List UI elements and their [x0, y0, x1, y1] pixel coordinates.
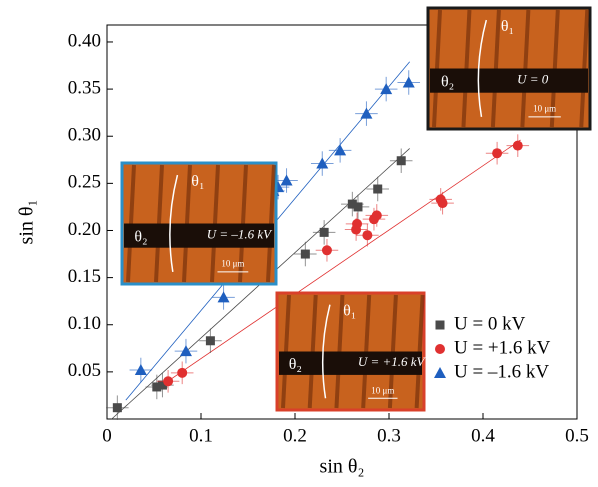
marker [163, 376, 174, 387]
legend-label: U = –1.6 kV [454, 361, 549, 382]
fit-line [153, 139, 521, 392]
inset: θ₁ θ₂ U = +1.6 kV 10 μm [275, 291, 427, 412]
legend-label: U = 0 kV [454, 313, 526, 334]
marker [177, 367, 188, 378]
y-tick-label: 0.35 [68, 77, 101, 98]
y-tick-label: 0.10 [68, 313, 101, 334]
marker [402, 76, 415, 88]
marker [371, 210, 382, 221]
theta1: θ₁ [191, 173, 204, 190]
marker [360, 107, 373, 119]
marker [321, 245, 332, 256]
marker [435, 320, 445, 330]
marker [217, 291, 230, 303]
marker [396, 156, 406, 166]
y-tick-label: 0.15 [68, 266, 101, 287]
marker [112, 403, 122, 413]
marker [437, 198, 448, 209]
marker [152, 382, 162, 392]
y-tick-label: 0.40 [68, 30, 101, 51]
marker [380, 83, 393, 95]
plot-frame [106, 24, 578, 420]
x-tick-label: 0.5 [565, 425, 589, 446]
x-tick-label: 0 [102, 425, 112, 446]
marker [362, 230, 373, 241]
x-tick-label: 0.1 [189, 425, 213, 446]
y-tick-label: 0.05 [68, 360, 101, 381]
voltage: U = –1.6 kV [207, 227, 273, 242]
x-tick-label: 0.3 [377, 425, 401, 446]
theta2: θ₂ [289, 356, 302, 373]
marker [435, 344, 445, 354]
dark-band [430, 68, 588, 93]
marker [157, 380, 167, 390]
marker [179, 345, 192, 357]
dark-band [279, 351, 422, 375]
inset: θ₁ θ₂ U = –1.6 kV 10 μm [120, 161, 278, 286]
theta2: θ₂ [134, 229, 147, 246]
legend-label: U = +1.6 kV [454, 337, 551, 358]
marker [319, 227, 329, 237]
marker [492, 148, 503, 159]
marker [347, 199, 357, 209]
boundary [321, 304, 331, 399]
scale-label: 10 μm [221, 259, 244, 269]
marker [205, 336, 215, 346]
x-tick-label: 0.4 [471, 425, 495, 446]
marker [316, 157, 329, 169]
marker [134, 363, 147, 375]
marker [434, 367, 446, 378]
voltage: U = +1.6 kV [358, 354, 427, 369]
voltage: U = 0 [517, 72, 549, 87]
theta1: θ₁ [501, 18, 514, 35]
y-tick-label: 0.25 [68, 172, 101, 193]
scale-label: 10 μm [533, 104, 556, 114]
boundary [169, 174, 179, 273]
theta2: θ₂ [441, 74, 454, 91]
boundary [477, 19, 488, 118]
y-tick-label: 0.30 [68, 125, 101, 146]
marker [373, 184, 383, 194]
marker [334, 144, 347, 156]
marker [280, 174, 293, 186]
inset: θ₁ θ₂ U = 0 10 μm [426, 6, 592, 131]
dark-band [124, 223, 274, 248]
marker [352, 218, 363, 229]
scale-label: 10 μm [371, 385, 394, 395]
marker [353, 202, 363, 212]
marker [512, 140, 523, 151]
marker [300, 249, 310, 259]
y-tick-label: 0.20 [68, 219, 101, 240]
x-tick-label: 0.2 [283, 425, 307, 446]
theta1: θ₁ [343, 302, 356, 319]
y-axis-label: sin θ₁ [16, 200, 38, 245]
x-axis-label: sin θ₂ [320, 456, 365, 478]
